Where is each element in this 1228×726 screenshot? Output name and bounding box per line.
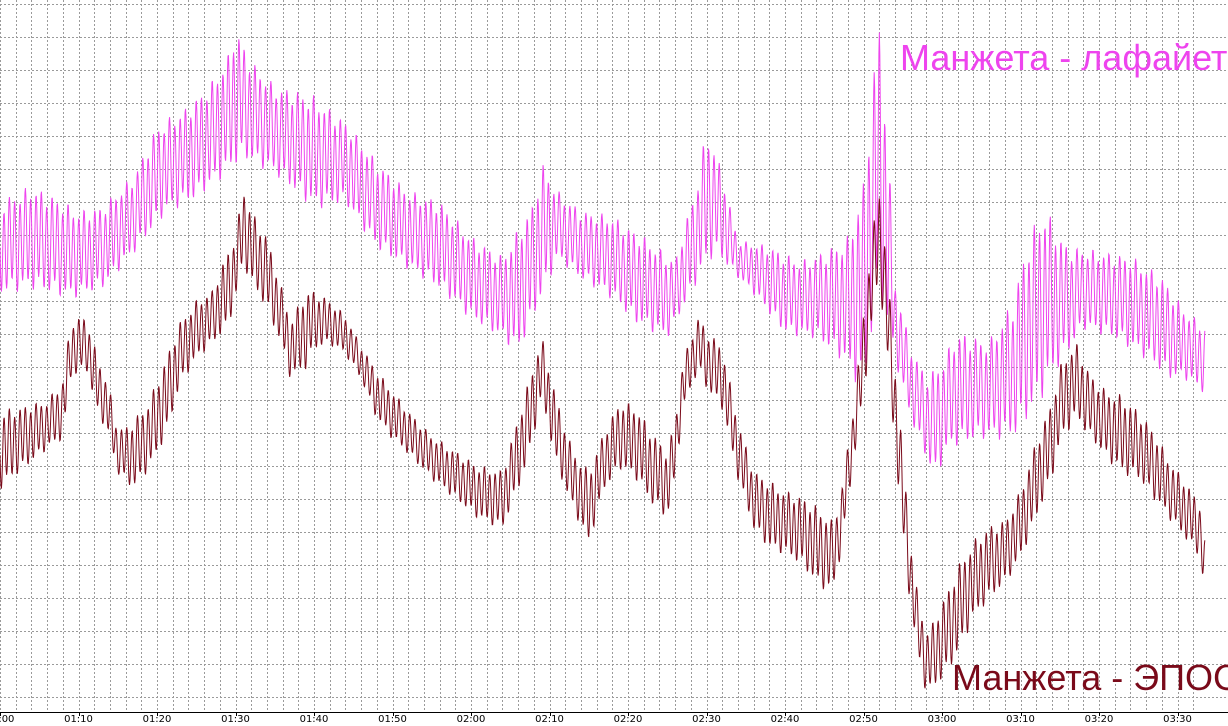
x-tick-label: 02:00: [457, 714, 486, 725]
x-tick-label: 02:30: [692, 714, 721, 725]
series-line-1: [0, 196, 1206, 689]
x-tick-label: 01:50: [378, 714, 407, 725]
x-tick-label: 01:30: [221, 714, 250, 725]
x-tick-label: 02:20: [614, 714, 643, 725]
x-tick-label: 03:20: [1085, 714, 1114, 725]
x-tick-label: 03:30: [1163, 714, 1192, 725]
x-tick-label: 02:50: [849, 714, 878, 725]
series-line-0: [0, 32, 1206, 467]
x-tick-label: 02:10: [535, 714, 564, 725]
x-tick-label: 03:10: [1006, 714, 1035, 725]
x-tick-label: 01:10: [64, 714, 93, 725]
x-tick-label: 01:20: [143, 714, 172, 725]
x-tick-label: 01:40: [300, 714, 329, 725]
series-group: [0, 32, 1206, 689]
x-axis-ticks: 01:00 01:10 01:20 01:30 01:40 01:50 02:00 02:10…: [0, 712, 1192, 725]
series-label-epos: Манжета - ЭПОС: [952, 657, 1228, 698]
x-tick-label: 02:40: [771, 714, 800, 725]
series-label-lafayette: Манжета - лафайетт: [900, 37, 1228, 78]
x-tick-label: 03:00: [928, 714, 957, 725]
x-tick-label: 01:00: [0, 714, 14, 725]
